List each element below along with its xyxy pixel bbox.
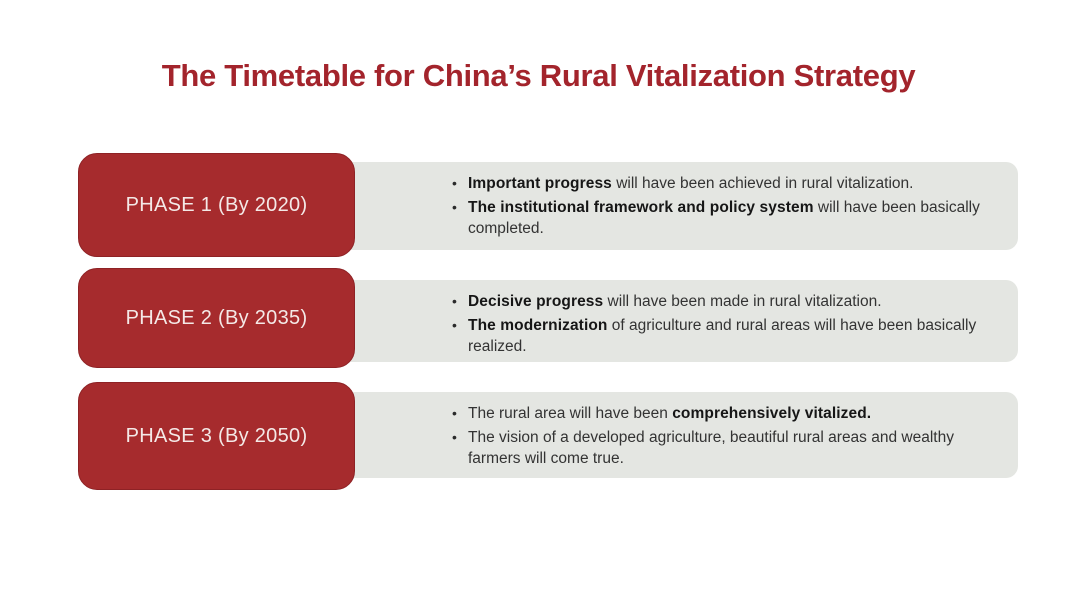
phase-row: • Decisive progress will have been made i…	[78, 268, 1018, 368]
bullet-icon: •	[452, 175, 457, 191]
bullet-item: • The vision of a developed agriculture, …	[452, 427, 998, 470]
page-title: The Timetable for China’s Rural Vitaliza…	[161, 58, 916, 93]
bullet-icon: •	[452, 293, 457, 309]
bullet-icon: •	[452, 428, 457, 445]
bullet-item: • Decisive progress will have been made i…	[452, 291, 998, 313]
bullet-item: • The modernization of agriculture and ru…	[452, 315, 998, 358]
phase-bullets: • The rural area will have been comprehen…	[452, 403, 998, 470]
bullet-item: • The rural area will have been comprehen…	[452, 403, 998, 425]
phase-content-panel: • Important progress will have been achie…	[340, 162, 1018, 250]
phase-rows: • Important progress will have been achie…	[78, 153, 1018, 490]
bullet-text: The rural area will have been comprehens…	[468, 405, 872, 422]
bullet-text: Decisive progress will have been made in…	[468, 293, 882, 310]
phase-row: • The rural area will have been comprehen…	[78, 382, 1018, 490]
bullet-text: The institutional framework and policy s…	[468, 198, 980, 238]
phase-row: • Important progress will have been achie…	[78, 153, 1018, 257]
phase-badge: PHASE 1 (By 2020)	[78, 153, 355, 257]
phase-label: PHASE 1 (By 2020)	[125, 193, 308, 216]
bullet-icon: •	[452, 405, 457, 421]
bullet-item: • Important progress will have been achie…	[452, 173, 998, 195]
bullet-item: • The institutional framework and policy …	[452, 197, 998, 240]
bullet-text: The modernization of agriculture and rur…	[468, 316, 977, 356]
phase-content-panel: • The rural area will have been comprehen…	[340, 392, 1018, 478]
bullet-icon: •	[452, 198, 457, 215]
phase-bullets: • Decisive progress will have been made i…	[452, 291, 998, 358]
phase-badge: PHASE 2 (By 2035)	[78, 268, 355, 368]
phase-badge: PHASE 3 (By 2050)	[78, 382, 355, 490]
phase-content-panel: • Decisive progress will have been made i…	[340, 280, 1018, 362]
bullet-icon: •	[452, 316, 457, 333]
bullet-text: The vision of a developed agriculture, b…	[468, 428, 954, 468]
bullet-text: Important progress will have been achiev…	[468, 175, 914, 192]
phase-label: PHASE 2 (By 2035)	[125, 306, 308, 329]
phase-bullets: • Important progress will have been achie…	[452, 173, 998, 240]
phase-label: PHASE 3 (By 2050)	[125, 424, 308, 447]
